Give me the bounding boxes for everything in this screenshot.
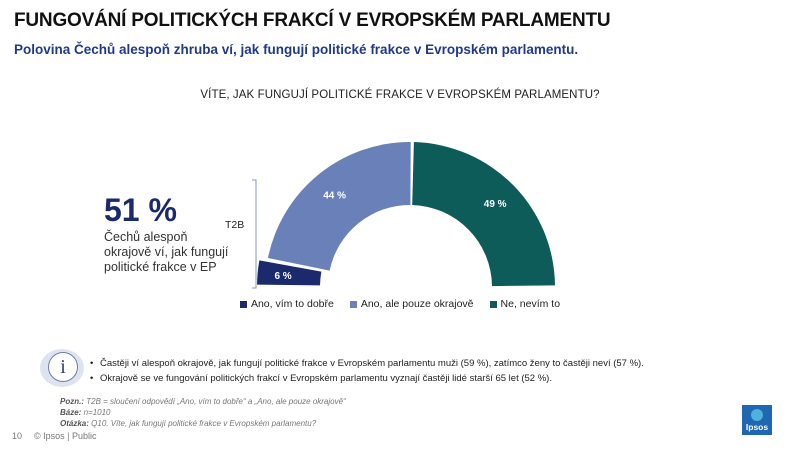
page-subtitle: Polovina Čechů alespoň zhruba ví, jak fu…: [14, 42, 579, 57]
data-label-2: 44 %: [323, 190, 346, 201]
legend-label-2: Ano, ale pouze okrajově: [360, 298, 474, 310]
chart-legend: Ano, vím to dobře Ano, ale pouze okrajov…: [0, 298, 800, 310]
insight-note-2: Okrajově se ve fungování politických fra…: [90, 371, 644, 386]
ipsos-logo-mark: [751, 409, 763, 421]
page-number: 10: [12, 431, 23, 441]
t2b-bracket: [252, 179, 257, 289]
legend-swatch-3: [489, 300, 497, 308]
legend-item-3: Ne, nevím to: [489, 298, 561, 310]
legend-swatch-2: [349, 300, 357, 308]
donut-slice-1: [257, 260, 322, 286]
legend-item-2: Ano, ale pouze okrajově: [349, 298, 474, 310]
legend-label-1: Ano, vím to dobře: [250, 298, 334, 310]
footnote-baze: Báze: n=1010: [60, 408, 111, 417]
data-label-1: 6 %: [274, 271, 291, 282]
info-icon: i: [48, 352, 78, 382]
kpi-value: 51 %: [104, 192, 177, 228]
semi-donut-chart: 6 % 44 % 49 %: [252, 142, 555, 289]
footnote-pozn: Pozn.: T2B = sloučení odpovědí „Ano, vím…: [60, 397, 346, 406]
donut-slice-2: [267, 142, 411, 271]
insight-notes: Častěji ví alespoň okrajově, jak fungují…: [90, 356, 644, 386]
copyright: © Ipsos | Public: [34, 431, 97, 441]
insight-note-1: Častěji ví alespoň okrajově, jak fungují…: [90, 356, 644, 371]
donut-slice-3: [412, 142, 555, 287]
ipsos-logo: Ipsos: [742, 405, 772, 435]
t2b-bracket-label: T2B: [225, 219, 245, 231]
footnote: Pozn.: T2B = sloučení odpovědí „Ano, vím…: [60, 396, 346, 429]
legend-label-3: Ne, nevím to: [500, 298, 561, 310]
legend-swatch-1: [239, 300, 247, 308]
chart-title: VÍTE, JAK FUNGUJÍ POLITICKÉ FRAKCE V EVR…: [200, 89, 600, 101]
legend-item-1: Ano, vím to dobře: [239, 298, 334, 310]
data-label-3: 49 %: [484, 199, 507, 210]
kpi-caption: Čechů alespoň okrajově ví, jak fungují p…: [104, 230, 229, 274]
footnote-otazka: Otázka: Q10. Víte, jak fungují politické…: [60, 419, 317, 428]
page-title: FUNGOVÁNÍ POLITICKÝCH FRAKCÍ V EVROPSKÉM…: [14, 10, 611, 31]
